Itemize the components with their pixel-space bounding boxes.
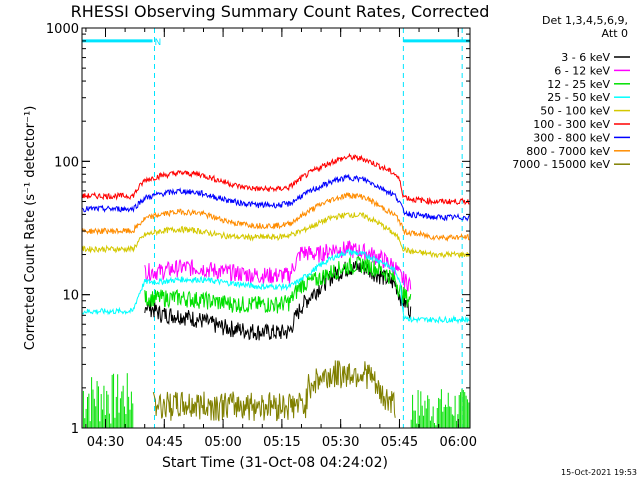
footer-timestamp: 15-Oct-2021 19:53 [561, 468, 637, 477]
series-line-7 [81, 191, 470, 243]
legend-label-7: 800 - 7000 keV [526, 145, 610, 158]
y-axis-label: Corrected Count Rate (s⁻¹ detector⁻¹) [23, 106, 38, 351]
top-bar-label-0: N [155, 38, 162, 48]
series-line-1 [144, 239, 412, 292]
x-axis-label: Start Time (31-Oct-08 04:24:02) [162, 455, 388, 471]
x-tick-label-1: 04:45 [146, 435, 183, 450]
legend-header-1: Att 0 [602, 27, 628, 40]
legend-label-6: 300 - 800 keV [533, 131, 610, 144]
x-tick-label-6: 06:00 [440, 435, 477, 450]
legend-header-0: Det 1,3,4,5,6,9, [542, 14, 628, 27]
legend-label-1: 6 - 12 keV [554, 64, 610, 77]
x-tick-label-5: 05:45 [381, 435, 418, 450]
legend-label-3: 25 - 50 keV [547, 91, 610, 104]
x-tick-label-0: 04:30 [87, 435, 124, 450]
series-line-5 [81, 152, 470, 206]
chart-title: RHESSI Observing Summary Count Rates, Co… [71, 2, 490, 21]
y-tick-label-2: 100 [54, 155, 79, 170]
y-tick-label-3: 1000 [46, 22, 79, 37]
legend-label-5: 100 - 300 keV [533, 118, 610, 131]
plot-area: N 1 10 100 1000 04:30 04:45 05:00 05:15 05:30 05:4… [46, 22, 477, 450]
series-line-6 [81, 173, 470, 222]
y-tick-label-1: 10 [62, 289, 79, 304]
x-tick-label-2: 05:00 [204, 435, 241, 450]
legend-label-8: 7000 - 15000 keV [512, 158, 610, 171]
green-low-band-0 [81, 373, 134, 428]
x-tick-label-4: 05:30 [322, 435, 359, 450]
legend-label-0: 3 - 6 keV [561, 51, 610, 64]
legend-label-4: 50 - 100 keV [540, 105, 610, 118]
series-line-3 [81, 248, 470, 325]
legend-label-2: 12 - 25 keV [547, 78, 610, 91]
series-line-8 [152, 360, 396, 422]
x-tick-label-3: 05:15 [263, 435, 300, 450]
plot-frame [81, 27, 471, 429]
series-line-2 [144, 255, 412, 314]
green-low-band-1 [410, 388, 470, 428]
y-tick-label-0: 1 [71, 422, 79, 437]
series-line-4 [81, 212, 470, 259]
